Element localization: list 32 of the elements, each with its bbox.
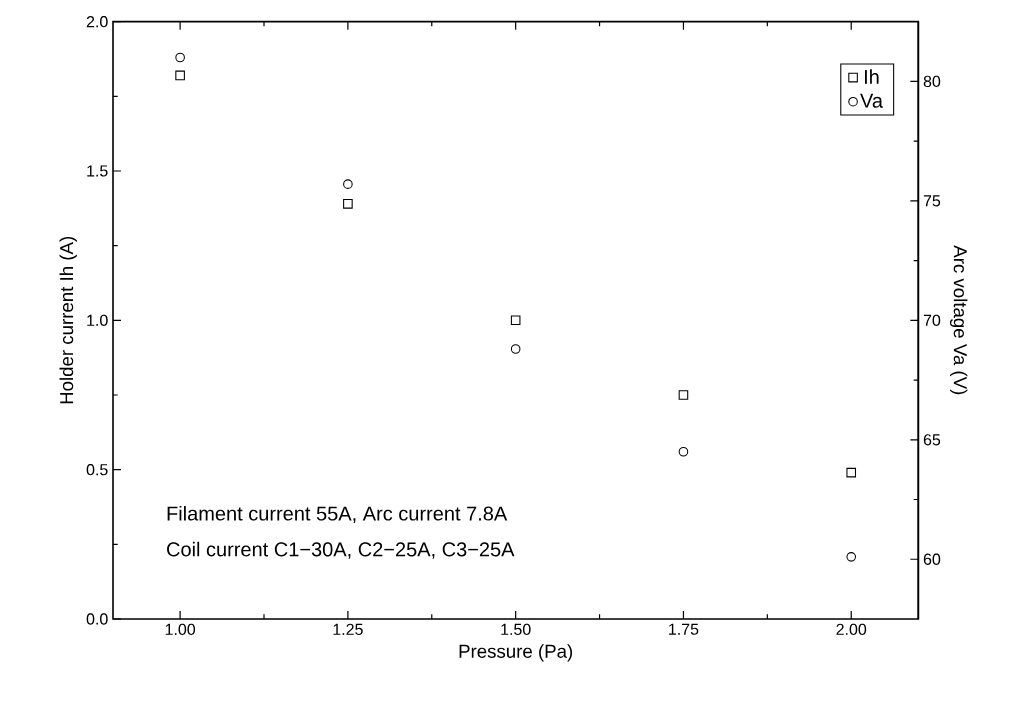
point (510, 344, 521, 354)
x-tick-label: 1.25 (333, 623, 363, 636)
x-tick-label: 2.00 (836, 623, 867, 636)
y2-tick-label: 75 (923, 195, 941, 207)
point (510, 315, 521, 326)
x-tick-label: 1.75 (669, 623, 699, 635)
annotation: Filament current 55A, Arc current 7.8A (167, 505, 508, 523)
y2-tick-label: 60 (923, 553, 941, 565)
y2-axis-title: Arc voltage Va (V) (950, 245, 968, 395)
legend-label: Ih (864, 69, 879, 84)
y2-tick-label: 70 (923, 314, 941, 326)
y-tick-label: 0.0 (86, 613, 108, 625)
point (678, 390, 689, 400)
legend-label: Va (860, 93, 883, 108)
point (343, 179, 353, 189)
annotation: Coil current C1−30A, C2−25A, C3−25A (167, 541, 515, 559)
y-tick-label: 2.0 (86, 16, 108, 28)
point (175, 52, 185, 63)
y-tick-label: 1.5 (87, 165, 108, 177)
point (846, 467, 857, 478)
point (175, 70, 185, 81)
y2-tick-label: 65 (923, 434, 941, 446)
y-axis-title: Holder current Ih (A) (59, 236, 77, 404)
y2-tick-label: 80 (923, 75, 941, 88)
y-tick-label: 1.0 (87, 314, 108, 326)
x-tick-label: 1.00 (165, 623, 196, 636)
x-axis-title: Pressure (Pa) (459, 644, 573, 662)
point (678, 446, 689, 457)
y-tick-label: 0.5 (86, 464, 108, 476)
point (846, 552, 857, 562)
x-tick-label: 1.50 (501, 623, 531, 636)
point (343, 199, 353, 209)
